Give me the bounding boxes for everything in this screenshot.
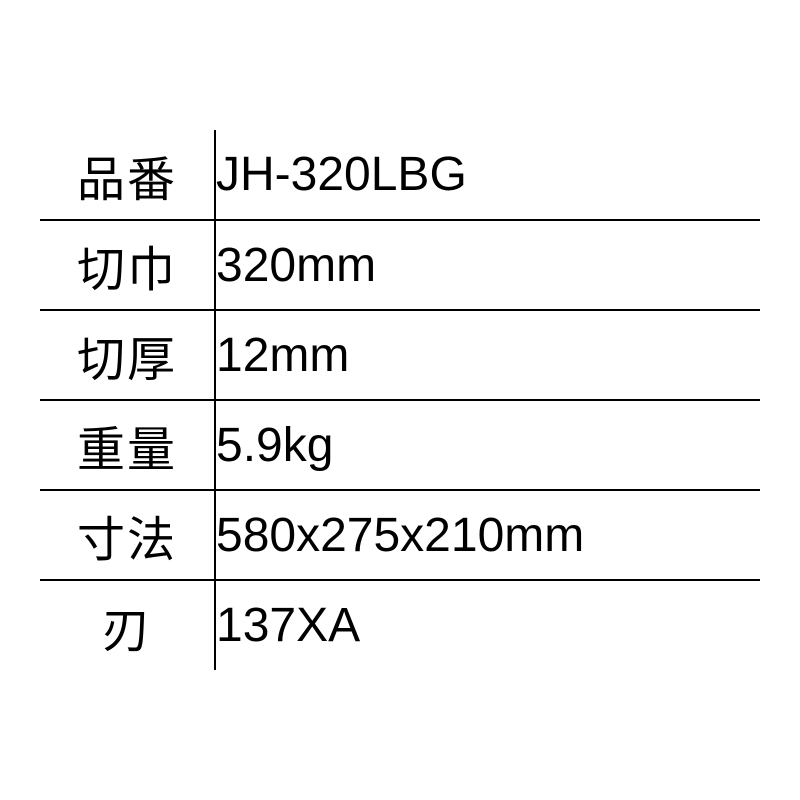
table-row: 品番 JH-320LBG [40, 130, 760, 220]
table-row: 切厚 12mm [40, 310, 760, 400]
table-row: 寸法 580x275x210mm [40, 490, 760, 580]
table-row: 重量 5.9kg [40, 400, 760, 490]
spec-label: 重量 [40, 400, 215, 490]
spec-value: 12mm [215, 310, 760, 400]
spec-label: 寸法 [40, 490, 215, 580]
spec-label: 刃 [40, 580, 215, 670]
table-row: 切巾 320mm [40, 220, 760, 310]
page-container: 品番 JH-320LBG 切巾 320mm 切厚 12mm 重量 5.9kg 寸… [0, 0, 800, 800]
spec-value: 5.9kg [215, 400, 760, 490]
spec-value: 137XA [215, 580, 760, 670]
specification-table: 品番 JH-320LBG 切巾 320mm 切厚 12mm 重量 5.9kg 寸… [40, 130, 760, 670]
spec-value: JH-320LBG [215, 130, 760, 220]
table-row: 刃 137XA [40, 580, 760, 670]
spec-label: 切厚 [40, 310, 215, 400]
spec-label: 品番 [40, 130, 215, 220]
spec-value: 320mm [215, 220, 760, 310]
spec-label: 切巾 [40, 220, 215, 310]
spec-value: 580x275x210mm [215, 490, 760, 580]
